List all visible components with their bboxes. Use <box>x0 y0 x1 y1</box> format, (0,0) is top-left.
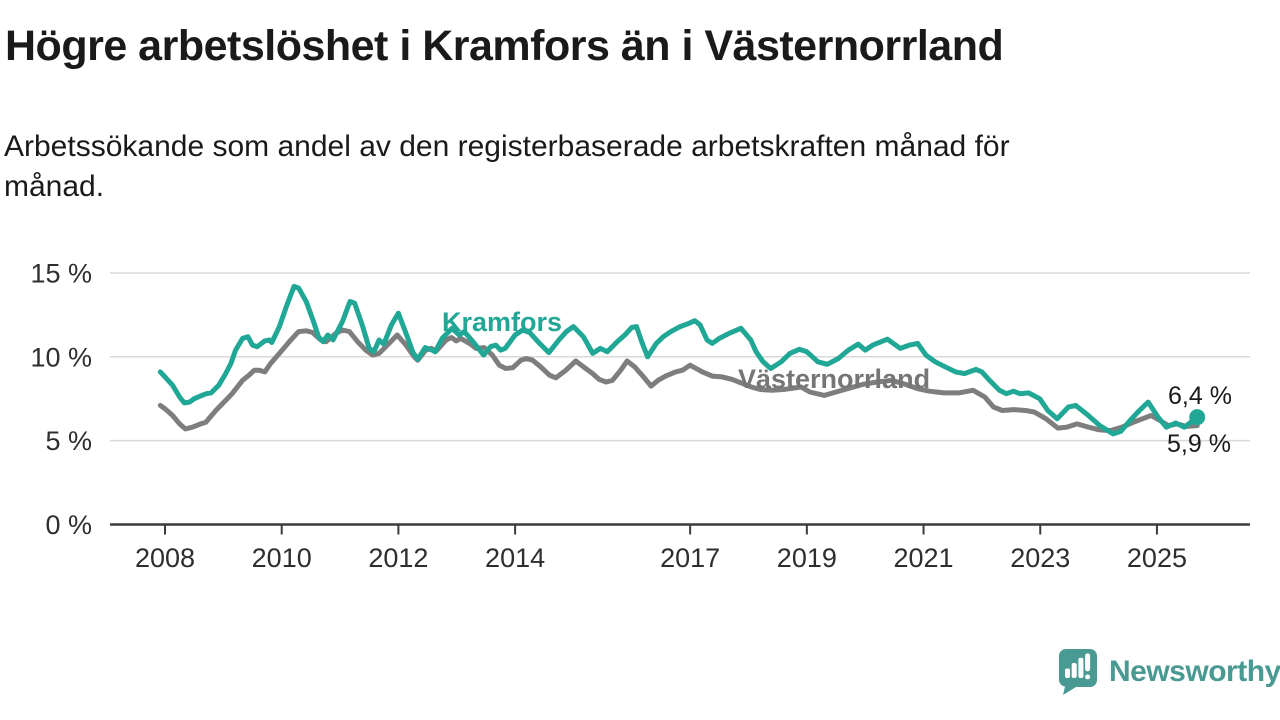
page-title: Högre arbetslöshet i Kramfors än i Väste… <box>5 22 1004 70</box>
x-axis-tick-label: 2017 <box>660 543 720 573</box>
newsworthy-logo-text: Newsworthy <box>1109 655 1280 688</box>
x-axis-tick-label: 2010 <box>252 543 312 573</box>
newsworthy-bubble-chart-icon <box>1059 649 1097 695</box>
y-axis-tick-label: 0 % <box>45 510 92 540</box>
x-axis-tick-label: 2019 <box>777 543 837 573</box>
vasternorrland-series-label: Västernorrland <box>738 364 930 394</box>
kramfors-line <box>157 283 1200 437</box>
x-axis-tick-label: 2021 <box>894 543 954 573</box>
chart-subtitle: Arbetssökande som andel av den registerb… <box>4 127 1010 207</box>
kramfors-end-dot <box>1189 409 1206 426</box>
kramfors-series-label: Kramfors <box>442 307 562 337</box>
x-axis-tick-label: 2014 <box>485 543 545 573</box>
y-axis-tick-label: 15 % <box>30 258 92 288</box>
x-axis-tick-label: 2023 <box>1010 543 1070 573</box>
y-axis-tick-label: 5 % <box>45 426 92 456</box>
newsworthy-logo: Newsworthy <box>1058 648 1280 696</box>
subtitle-line: Arbetssökande som andel av den registerb… <box>4 130 1010 163</box>
x-axis-tick-label: 2012 <box>368 543 428 573</box>
y-axis-tick-label: 10 % <box>30 342 92 372</box>
subtitle-line: månad. <box>4 170 105 203</box>
vasternorrland-end-value-label: 5,9 % <box>1167 430 1231 458</box>
kramfors-end-value-label: 6,4 % <box>1168 382 1232 410</box>
x-axis-tick-label: 2025 <box>1127 543 1187 573</box>
vasternorrland-line <box>157 327 1200 434</box>
x-axis-tick-label: 2008 <box>135 543 195 573</box>
